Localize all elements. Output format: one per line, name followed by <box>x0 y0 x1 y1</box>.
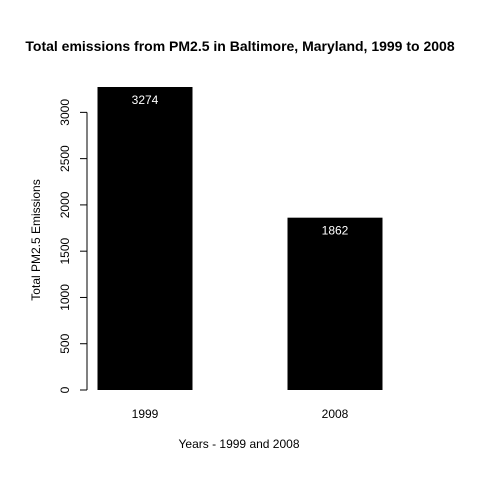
chart-title: Total emissions from PM2.5 in Baltimore,… <box>25 38 454 54</box>
y-axis-label: Total PM2.5 Emissions <box>29 179 43 300</box>
data-label-2008: 1862 <box>322 224 349 238</box>
bar-2008 <box>287 217 383 390</box>
y-tick-label: 0 <box>58 386 72 393</box>
bar-1999 <box>97 87 193 390</box>
y-tick-label: 3000 <box>58 99 72 126</box>
y-tick-label: 1500 <box>58 238 72 265</box>
y-axis-ticks: 0 500 1000 1500 2000 2500 3000 <box>58 99 87 393</box>
x-axis-label: Years - 1999 and 2008 <box>179 437 300 451</box>
data-label-1999: 3274 <box>132 93 159 107</box>
y-tick-label: 1000 <box>58 284 72 311</box>
y-tick-label: 2500 <box>58 145 72 172</box>
y-tick-label: 500 <box>58 333 72 353</box>
x-axis-tick-labels: 1999 2008 <box>132 407 349 421</box>
x-tick-label-2008: 2008 <box>322 407 349 421</box>
bars-group: 3274 1862 <box>97 87 383 390</box>
x-tick-label-1999: 1999 <box>132 407 159 421</box>
y-tick-label: 2000 <box>58 191 72 218</box>
